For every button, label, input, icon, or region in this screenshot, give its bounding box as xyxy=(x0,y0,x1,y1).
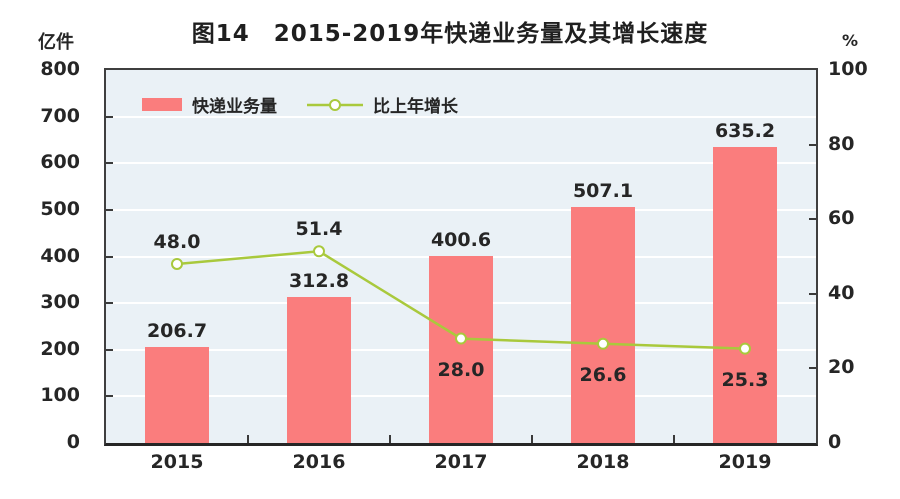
left-axis-tick xyxy=(106,115,113,118)
line-value-label: 26.6 xyxy=(579,363,627,386)
left-axis-tick-label: 700 xyxy=(40,104,80,127)
left-axis-unit-label: 亿件 xyxy=(38,32,74,53)
right-axis-tick xyxy=(809,143,816,146)
right-axis-tick-label: 40 xyxy=(828,281,855,304)
bar-2019 xyxy=(713,146,777,443)
x-axis-category-label: 2015 xyxy=(150,451,204,473)
right-axis-tick xyxy=(809,218,816,221)
bar-value-label: 312.8 xyxy=(288,270,350,293)
legend-label-growth: 比上年增长 xyxy=(373,97,458,117)
right-axis-tick-label: 80 xyxy=(828,132,855,155)
bar-2018 xyxy=(571,206,635,443)
line-value-label: 48.0 xyxy=(153,230,201,253)
legend-line-marker xyxy=(329,98,341,111)
line-marker xyxy=(313,245,325,258)
left-axis-tick xyxy=(106,162,113,165)
right-axis-tick xyxy=(809,292,816,295)
left-axis-tick-label: 300 xyxy=(40,291,80,314)
line-value-label: 28.0 xyxy=(437,358,485,381)
left-axis-tick xyxy=(106,302,113,305)
bar-value-label: 206.7 xyxy=(146,319,208,342)
line-marker xyxy=(739,342,751,355)
x-axis-category-label: 2017 xyxy=(434,451,488,473)
left-axis-tick-label: 0 xyxy=(66,431,80,453)
right-axis-tick-label: 100 xyxy=(828,58,868,80)
bar-value-label: 400.6 xyxy=(430,229,492,252)
bar-2017 xyxy=(429,256,493,443)
left-axis-tick-label: 400 xyxy=(40,244,80,267)
right-axis-tick-label: 60 xyxy=(828,207,855,230)
left-axis-tick xyxy=(106,395,113,398)
right-axis-unit-label: % xyxy=(842,31,859,50)
x-axis-tick xyxy=(531,435,533,443)
left-axis-tick-label: 600 xyxy=(40,151,80,174)
x-axis-tick xyxy=(389,435,391,443)
growth-line xyxy=(171,245,751,355)
legend-label-volume: 快递业务量 xyxy=(192,97,277,117)
left-axis-tick-label: 200 xyxy=(40,337,80,360)
gridline xyxy=(106,208,816,211)
bar-2015 xyxy=(145,346,209,443)
left-axis-tick-label: 800 xyxy=(40,58,80,80)
x-axis-category-label: 2018 xyxy=(576,451,630,473)
x-axis-tick xyxy=(673,435,675,443)
line-value-label: 51.4 xyxy=(295,218,343,241)
line-marker xyxy=(455,332,467,345)
left-axis-tick-label: 500 xyxy=(40,197,80,220)
x-axis-category-label: 2016 xyxy=(292,451,346,473)
right-axis-tick-label: 0 xyxy=(828,431,842,453)
gridline xyxy=(106,115,816,118)
left-axis-tick xyxy=(106,208,113,211)
gridline xyxy=(106,162,816,165)
line-series-swatch xyxy=(307,98,363,111)
right-axis-tick-label: 20 xyxy=(828,356,855,379)
chart-title: 图14 2015-2019年快递业务量及其增长速度 xyxy=(191,21,709,47)
legend-item-volume: 快递业务量 xyxy=(142,92,277,117)
line-marker xyxy=(597,337,609,350)
legend-item-growth: 比上年增长 xyxy=(307,92,458,117)
x-axis-tick xyxy=(247,435,249,443)
plot-area: 206.7 312.8 400.6 507.1 635.2 48.0 51.4 28.0 26.… xyxy=(104,68,818,446)
right-axis-tick xyxy=(809,367,816,370)
left-axis-tick-label: 100 xyxy=(40,384,80,407)
bar-value-label: 635.2 xyxy=(714,119,776,142)
bar-series-swatch xyxy=(142,98,182,111)
bar-2016 xyxy=(287,297,351,443)
left-axis-tick xyxy=(106,255,113,258)
left-axis-tick xyxy=(106,348,113,351)
x-axis-category-label: 2019 xyxy=(718,451,772,473)
line-value-label: 25.3 xyxy=(721,368,769,391)
bar-value-label: 507.1 xyxy=(572,179,634,202)
legend: 快递业务量 比上年增长 xyxy=(142,92,458,117)
line-marker xyxy=(171,257,183,270)
